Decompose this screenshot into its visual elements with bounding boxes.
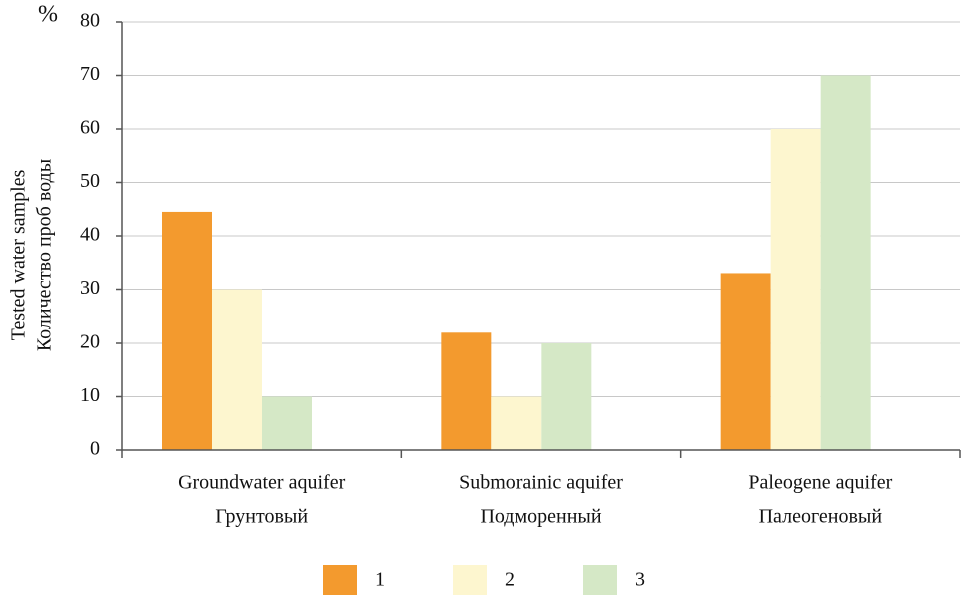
bar xyxy=(541,343,592,450)
bar xyxy=(491,396,542,450)
legend-swatch xyxy=(453,565,487,595)
y-tick-label: 60 xyxy=(80,117,100,139)
bar xyxy=(770,129,821,450)
y-tick-label: 40 xyxy=(80,224,100,246)
y-tick-label: 70 xyxy=(80,63,100,85)
y-tick-label: 30 xyxy=(80,277,100,299)
y-tick-label: 0 xyxy=(90,438,100,460)
legend-label: 1 xyxy=(375,569,385,591)
bar xyxy=(820,75,871,450)
legend-label: 3 xyxy=(635,569,645,591)
bar xyxy=(212,289,262,450)
x-tick-label: Грунтовый xyxy=(215,506,308,528)
unit-label: % xyxy=(38,2,58,28)
y-axis-label: Tested water samples xyxy=(8,169,30,340)
bar xyxy=(441,332,492,450)
x-tick-label: Submorainic aquifer xyxy=(459,472,623,494)
x-tick-label: Подморенный xyxy=(480,506,601,528)
y-axis-label: Количество проб воды xyxy=(34,159,56,351)
bar xyxy=(162,211,212,450)
legend-swatch xyxy=(323,565,357,595)
x-tick-label: Paleogene aquifer xyxy=(748,472,892,494)
bar xyxy=(720,273,771,450)
y-tick-label: 20 xyxy=(80,331,100,353)
legend-label: 2 xyxy=(505,569,515,591)
x-tick-label: Палеогеновый xyxy=(759,506,883,528)
y-tick-label: 10 xyxy=(80,384,100,406)
legend-swatch xyxy=(583,565,617,595)
y-tick-label: 80 xyxy=(80,10,100,32)
y-tick-label: 50 xyxy=(80,170,100,192)
bar xyxy=(262,396,312,450)
x-tick-label: Groundwater aquifer xyxy=(178,472,345,494)
